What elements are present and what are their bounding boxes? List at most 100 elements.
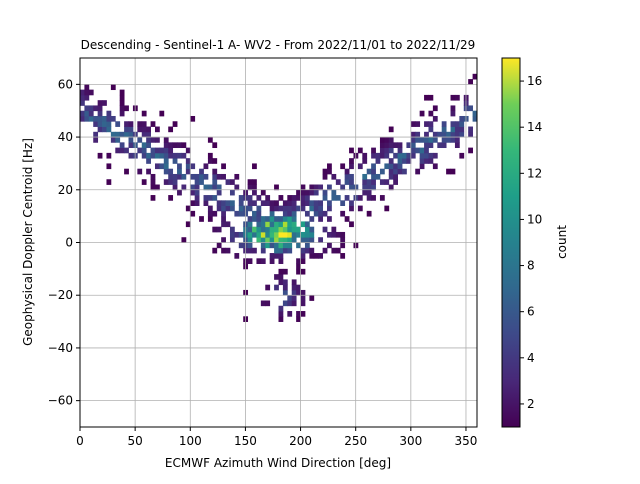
heatmap-cell [154,184,160,191]
heatmap-cell [327,216,332,222]
heatmap-cell [229,200,235,206]
heatmap-cell [141,126,147,133]
heatmap-cell [256,216,262,222]
heatmap-cell [93,121,99,127]
heatmap-cell [106,121,112,127]
heatmap-cell [296,205,301,212]
heatmap-cell [450,105,456,112]
heatmap-cell [247,221,253,228]
heatmap-cell [154,147,160,154]
heatmap-cell [238,195,244,201]
heatmap-cell [278,258,284,264]
heatmap-cell [397,142,403,149]
heatmap-cell [296,289,301,296]
heatmap-cell [199,216,204,222]
heatmap-cell [256,210,262,217]
colorbar-tick-label: 12 [527,166,542,180]
heatmap-cell [357,205,363,212]
heatmap-cell [260,200,266,206]
heatmap-cell [415,168,421,175]
heatmap-cell [287,231,293,238]
heatmap-cell [269,205,275,212]
heatmap-cell [221,216,226,222]
heatmap-cell [388,158,394,164]
heatmap-cell [260,226,266,233]
heatmap-cell [450,126,456,133]
heatmap-cell [296,226,301,233]
x-axis-label: ECMWF Azimuth Wind Direction [deg] [165,456,391,470]
heatmap-cell [265,216,271,222]
heatmap-cell [313,200,319,206]
heatmap-cell [379,179,385,185]
heatmap-cell [256,205,262,212]
heatmap-cell [371,163,376,170]
heatmap-cell [185,147,191,154]
heatmap-cell [137,147,143,154]
heatmap-cell [141,152,147,159]
heatmap-cell [437,142,443,149]
heatmap-cell [300,253,306,259]
heatmap-cell [419,158,425,164]
heatmap-cell [265,231,271,238]
heatmap-cell [97,121,103,127]
heatmap-cell [269,210,275,217]
heatmap-cell [402,158,407,164]
heatmap-cell [388,126,394,133]
heatmap-cell [203,163,209,170]
heatmap-cell [84,115,90,122]
heatmap-cell [282,216,288,222]
heatmap-cell [454,131,460,138]
heatmap-cell [190,184,196,191]
heatmap-cell [119,105,125,112]
heatmap-cell [150,121,156,127]
heatmap-cell [234,210,240,217]
heatmap-cell [110,131,116,138]
heatmap-cell [282,226,288,233]
heatmap-cell [274,216,279,222]
heatmap-cell [318,210,324,217]
heatmap-cell [415,131,421,138]
heatmap-cell [344,168,350,175]
heatmap-cell [300,200,306,206]
heatmap-cell [260,231,266,238]
heatmap-cell [194,195,200,201]
heatmap-cell [84,94,90,101]
heatmap-cell [446,137,451,143]
heatmap-cell [207,216,213,222]
colorbar-ticks: 2 4 6 8 10 12 14 16 [520,74,542,411]
heatmap-cell [163,168,169,175]
heatmap-cell [181,173,187,180]
heatmap-cell [388,168,394,175]
heatmap-cell [296,316,301,322]
heatmap-cell [384,205,390,212]
heatmap-cell [406,142,412,149]
heatmap-cell [393,142,398,149]
heatmap-cell [282,247,288,254]
heatmap-cell [260,258,266,264]
heatmap-cell [432,115,438,122]
heatmap-cell [247,195,253,201]
heatmap-cell [468,131,473,138]
heatmap-cell [84,84,90,91]
heatmap-cell [300,237,306,243]
heatmap-cell [146,131,151,138]
heatmap-cell [379,142,385,149]
heatmap-cell [313,210,319,217]
heatmap-cell [252,216,257,222]
heatmap-cell [282,237,288,243]
heatmap-cell [428,121,434,127]
heatmap-cell [260,242,266,249]
heatmap-cell [212,210,218,217]
heatmap-cell [216,205,222,212]
heatmap-cell [424,131,429,138]
heatmap-cell [318,184,324,191]
y-tick-label: 60 [58,77,73,91]
heatmap-cell [194,173,200,180]
heatmap-cell [322,210,328,217]
heatmap-cell [269,253,275,259]
heatmap-cell [102,126,107,133]
heatmap-cell [318,205,324,212]
heatmap-cell [274,274,279,280]
heatmap-cell [146,168,151,175]
heatmap-cell [468,79,473,85]
